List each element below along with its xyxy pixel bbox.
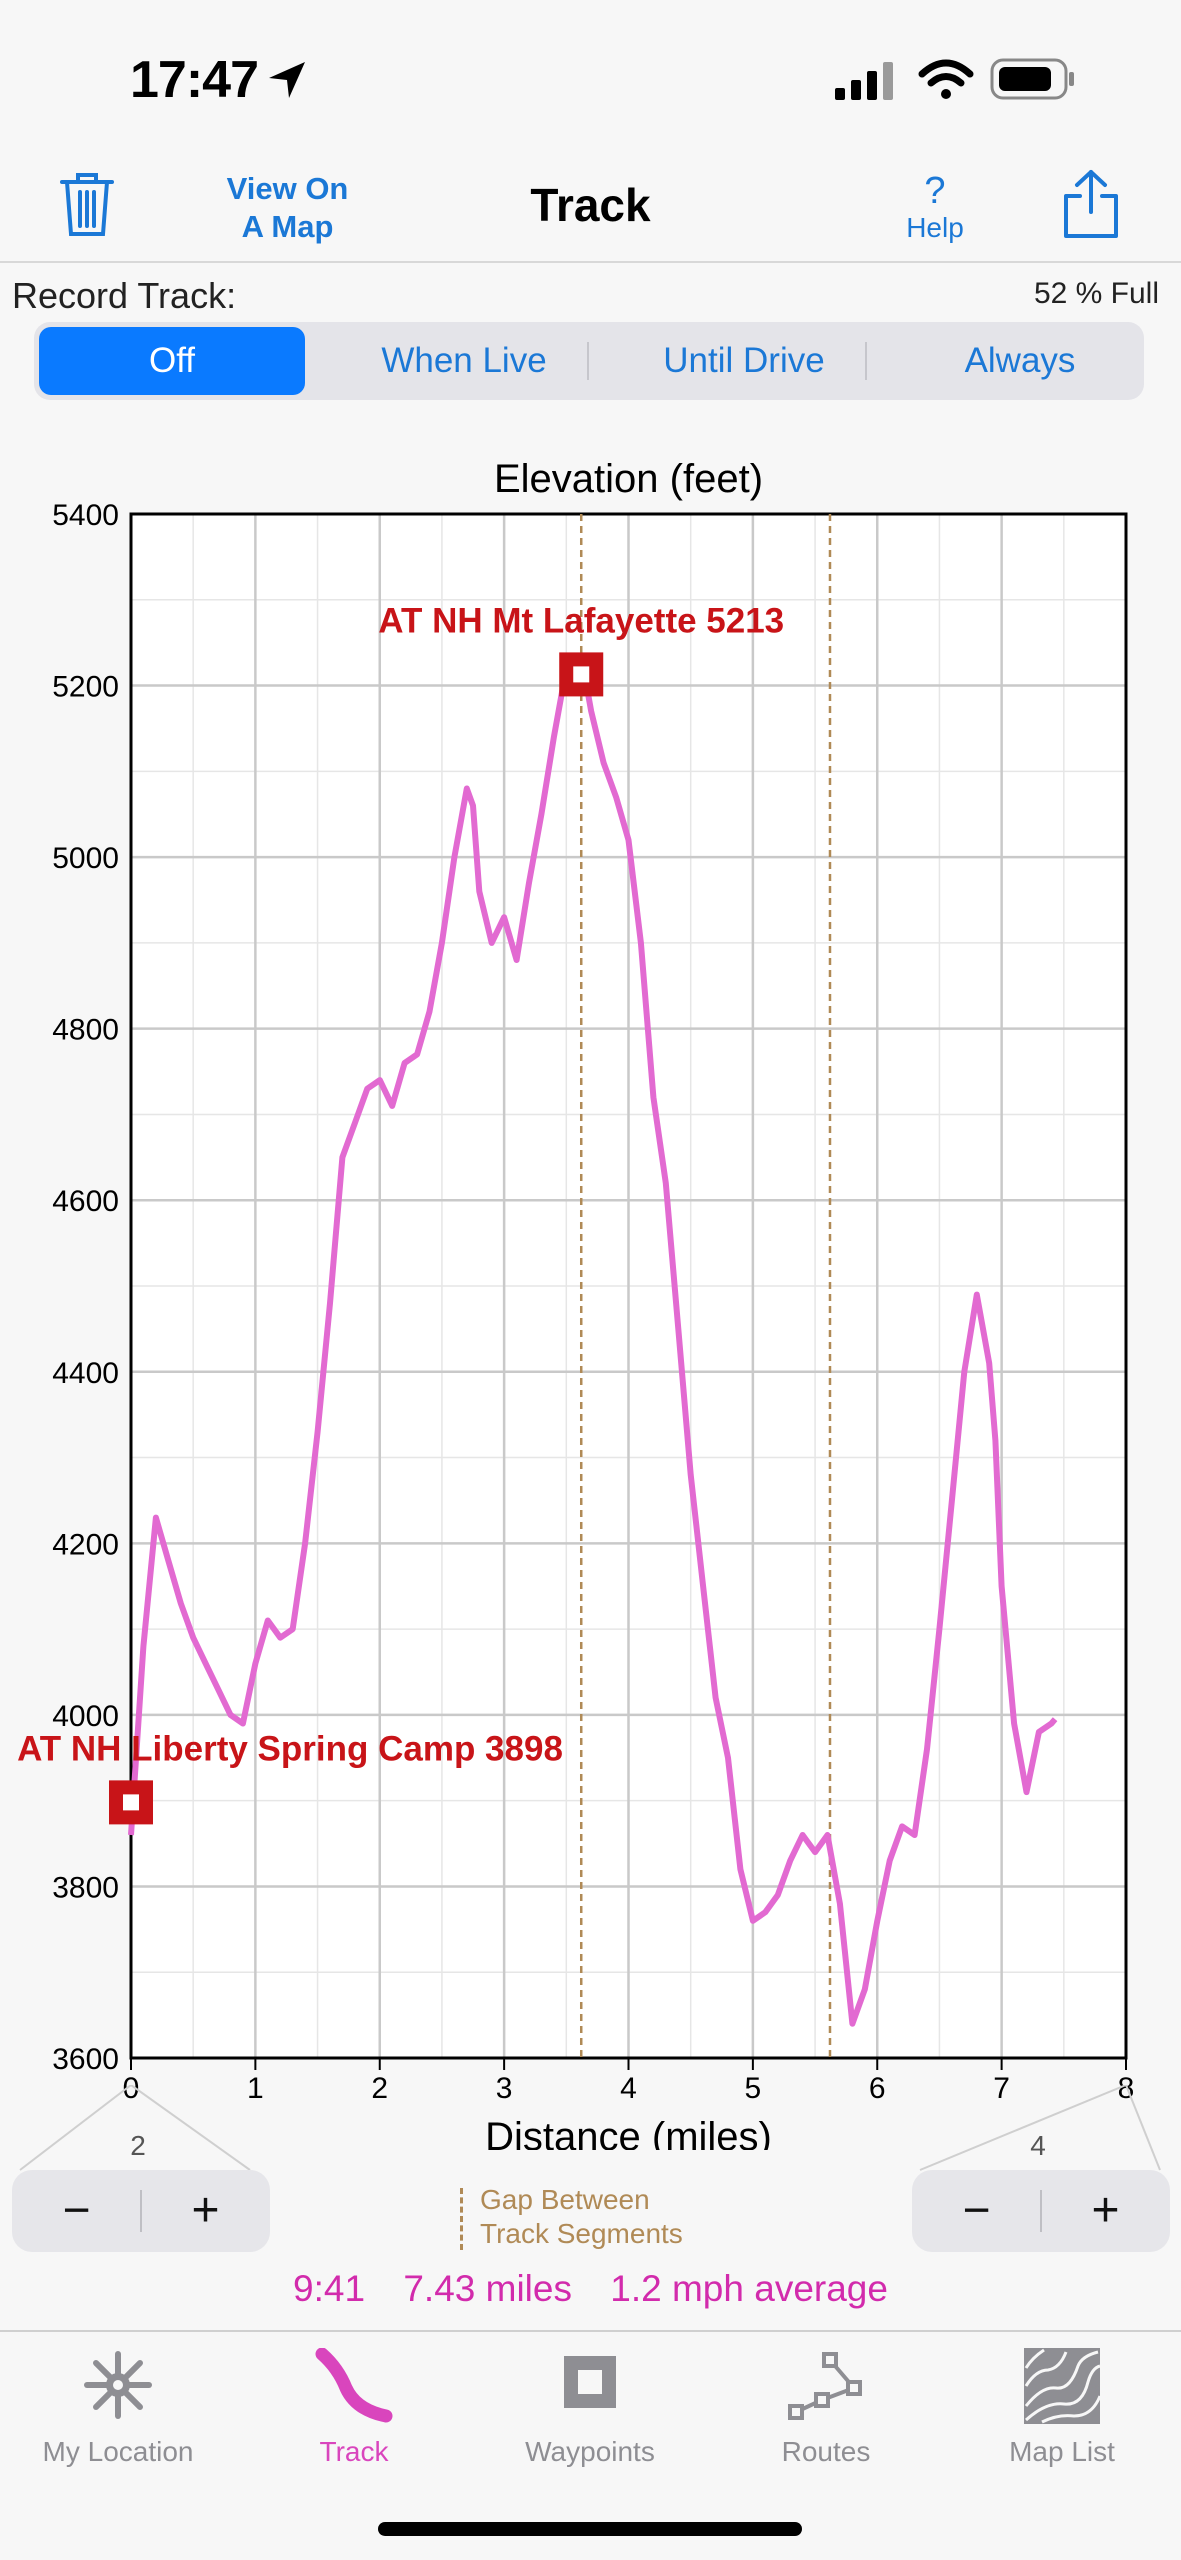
y-tick-label: 4400	[52, 1357, 119, 1390]
elevation-series-line	[128, 665, 1058, 2027]
x-tick-label: 3	[496, 2072, 513, 2105]
waypoint-square-icon	[564, 2356, 616, 2408]
record-track-label: Record Track:	[12, 275, 237, 316]
track-duration: 9:41	[293, 2268, 366, 2309]
x-tick-label: 1	[247, 2072, 264, 2105]
tab-label: Waypoints	[525, 2436, 655, 2467]
gap-legend: Gap Between Track Segments	[480, 2183, 683, 2251]
y-tick-label: 5200	[52, 671, 119, 704]
help-button[interactable]: ? Help	[880, 172, 990, 246]
x-tick-label: 4	[620, 2072, 637, 2105]
stepper-divider	[140, 2190, 142, 2232]
status-time: 17:47	[130, 51, 259, 109]
wifi-icon	[918, 59, 974, 99]
right-zoom-plus-button[interactable]: +	[1091, 2184, 1120, 2237]
trash-icon[interactable]	[58, 170, 116, 240]
segment-until-drive[interactable]: Until Drive	[663, 341, 825, 380]
track-distance: 7.43 miles	[403, 2268, 572, 2309]
left-zoom-stepper: − +	[12, 2170, 270, 2252]
elevation-chart[interactable]: 0 1 2 3 4 5 6 7 83600380040004200440046004800500…	[0, 430, 1181, 2150]
storage-full-label: 52 % Full	[1033, 277, 1159, 310]
y-tick-label: 5400	[52, 499, 119, 532]
plot-border	[129, 512, 1128, 2060]
tab-label: Routes	[781, 2436, 871, 2467]
tab-label: My Location	[42, 2436, 194, 2467]
segment-off[interactable]: Off	[39, 327, 305, 395]
waypoint-label: AT NH Mt Lafayette 5213	[378, 601, 784, 640]
signal-icon	[835, 62, 893, 100]
x-tick-label: 2	[371, 2072, 388, 2105]
right-zoom-minus-button[interactable]: −	[962, 2184, 991, 2237]
home-indicator	[378, 2522, 802, 2536]
stepper-divider	[1040, 2190, 1042, 2232]
waypoint-marker-center	[573, 666, 590, 683]
track-icon	[315, 2348, 393, 2423]
share-icon[interactable]	[1060, 168, 1122, 240]
page-title: Track	[530, 179, 651, 231]
routes-icon	[788, 2352, 862, 2420]
tab-bar-divider	[0, 2330, 1181, 2332]
view-on-map-button[interactable]: View On A Map	[200, 170, 375, 246]
segment-divider	[587, 342, 589, 380]
location-arrow-icon	[269, 62, 305, 98]
record-mode-segmented-control: Off When Live Until Drive Always	[34, 322, 1144, 400]
help-icon: ?	[924, 170, 946, 212]
y-tick-label: 5000	[52, 842, 119, 875]
track-summary: 9:41 7.43 miles 1.2 mph average	[0, 2268, 1181, 2310]
y-tick-label: 3600	[52, 2043, 119, 2076]
left-zoom-value: 2	[130, 2130, 146, 2161]
x-axis-label: Distance (miles)	[485, 2115, 772, 2150]
y-tick-label: 4800	[52, 1014, 119, 1047]
y-tick-label: 4200	[52, 1528, 119, 1561]
right-zoom-value: 4	[1030, 2130, 1046, 2161]
tab-label: Track	[319, 2436, 389, 2467]
zoom-guide-lines	[19, 2085, 1161, 2171]
gap-legend-swatch	[460, 2188, 463, 2250]
nav-divider	[0, 261, 1181, 263]
y-tick-label: 4600	[52, 1185, 119, 1218]
gap-legend-line-1: Gap Between	[480, 2184, 650, 2215]
asterisk-icon	[84, 2351, 152, 2419]
x-tick-label: 5	[745, 2072, 762, 2105]
x-tick-label: 7	[993, 2072, 1010, 2105]
x-tick-label: 0	[123, 2072, 140, 2105]
track-average-speed: 1.2 mph average	[610, 2268, 888, 2309]
tab-label: Map List	[1009, 2436, 1115, 2467]
chart-title: Elevation (feet)	[494, 457, 763, 501]
right-zoom-stepper: − +	[912, 2170, 1170, 2252]
segment-always[interactable]: Always	[964, 341, 1076, 380]
map-list-icon	[1024, 2348, 1102, 2424]
waypoint-marker-center	[123, 1794, 139, 1811]
y-tick-label: 3800	[52, 1871, 119, 1904]
segment-when-live[interactable]: When Live	[381, 341, 547, 380]
battery-icon	[990, 58, 1074, 100]
left-zoom-minus-button[interactable]: −	[62, 2184, 91, 2237]
view-map-label-2: A Map	[241, 209, 334, 244]
left-zoom-plus-button[interactable]: +	[191, 2184, 220, 2237]
gap-legend-line-2: Track Segments	[480, 2218, 683, 2249]
x-tick-label: 6	[869, 2072, 886, 2105]
segment-divider	[865, 342, 867, 380]
y-tick-label: 4000	[52, 1700, 119, 1733]
waypoint-label: AT NH Liberty Spring Camp 3898	[17, 1729, 563, 1768]
view-map-label-1: View On	[226, 171, 349, 206]
help-label: Help	[906, 212, 964, 243]
